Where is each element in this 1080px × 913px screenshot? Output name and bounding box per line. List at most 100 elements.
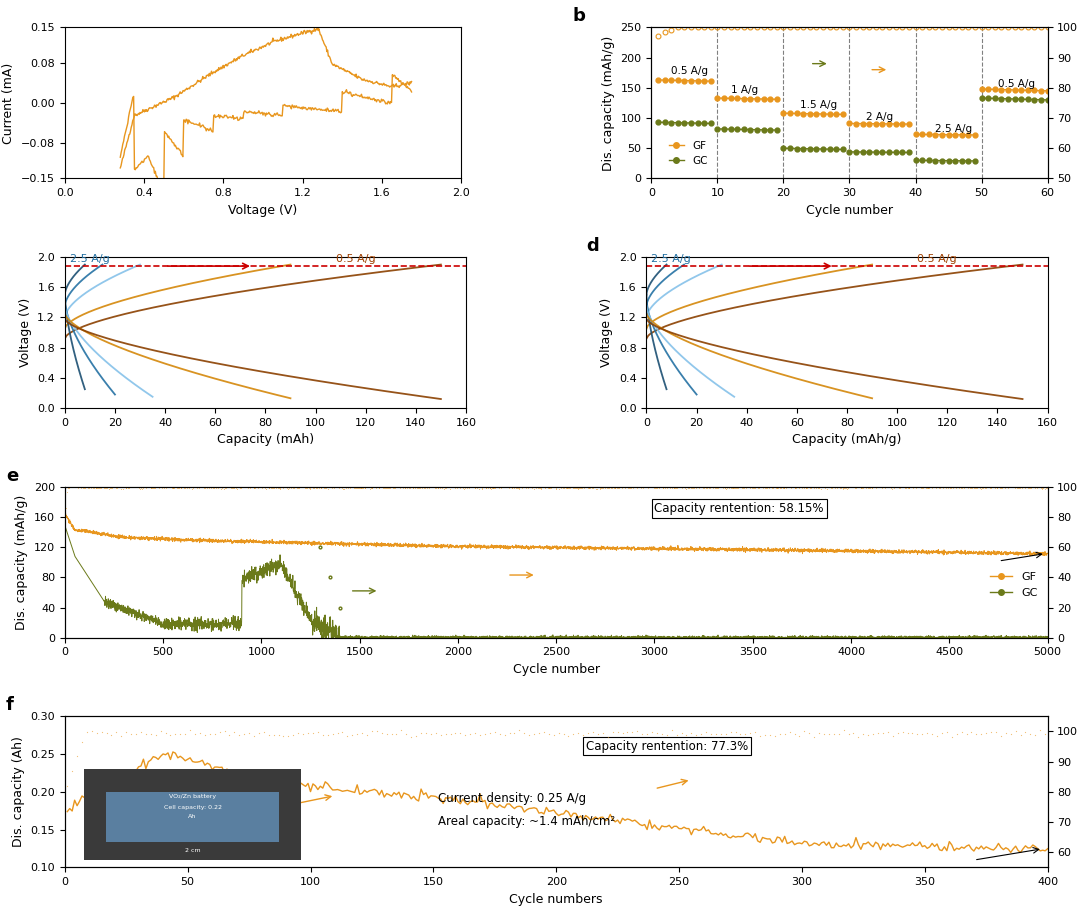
Point — [955, 479, 972, 494]
Point — [463, 479, 481, 494]
Point — [240, 480, 257, 495]
Point — [933, 726, 950, 740]
Point — [177, 479, 194, 494]
Point — [295, 480, 312, 495]
Point — [801, 479, 819, 494]
Point — [1010, 481, 1027, 496]
Point — [554, 479, 571, 494]
Point — [839, 481, 856, 496]
Point — [667, 728, 685, 742]
Point — [894, 480, 912, 495]
Point — [732, 479, 750, 494]
Point — [805, 479, 822, 494]
Point — [424, 479, 442, 494]
Point — [791, 479, 808, 494]
Point — [813, 480, 831, 495]
Point — [819, 480, 836, 495]
Point — [480, 480, 497, 495]
Point — [243, 479, 260, 494]
Point — [1025, 479, 1042, 494]
Point — [63, 480, 80, 495]
Point — [57, 501, 75, 516]
Point — [284, 480, 301, 495]
X-axis label: Cycle number: Cycle number — [513, 663, 599, 676]
Point — [694, 480, 712, 495]
Point — [714, 480, 731, 495]
Point — [673, 479, 690, 494]
Point — [339, 729, 356, 743]
Point — [365, 480, 382, 495]
Point — [900, 480, 917, 495]
Point — [541, 481, 558, 496]
Point — [127, 479, 145, 494]
Point — [948, 480, 966, 495]
Point — [599, 481, 617, 496]
Point — [286, 479, 303, 494]
Point — [383, 727, 401, 741]
Point — [187, 480, 204, 495]
Point — [384, 480, 402, 495]
Point — [486, 725, 503, 740]
Point — [211, 480, 228, 495]
Point — [712, 479, 729, 494]
Text: b: b — [572, 7, 585, 26]
Point — [157, 725, 174, 740]
Point — [720, 480, 738, 495]
X-axis label: Cycle numbers: Cycle numbers — [510, 893, 603, 906]
Point — [396, 481, 414, 496]
Point — [839, 481, 856, 496]
Point — [635, 480, 652, 495]
Point — [841, 480, 859, 495]
Point — [955, 479, 972, 494]
Point — [387, 481, 404, 496]
Point — [772, 481, 789, 496]
Point — [522, 480, 539, 495]
Point — [747, 479, 765, 494]
Point — [450, 480, 468, 495]
Point — [432, 728, 449, 742]
Point — [810, 726, 827, 740]
Point — [756, 728, 773, 742]
Point — [481, 481, 498, 496]
Point — [388, 479, 405, 494]
Point — [447, 480, 464, 495]
Point — [815, 479, 833, 494]
Point — [87, 480, 105, 495]
Point — [248, 479, 266, 494]
Point — [537, 480, 554, 495]
Point — [64, 479, 81, 494]
Point — [443, 479, 460, 494]
Point — [231, 728, 248, 742]
Point — [267, 480, 284, 495]
Point — [379, 479, 396, 494]
Point — [202, 479, 219, 494]
Point — [987, 725, 1004, 740]
Point — [764, 481, 781, 496]
Point — [716, 481, 733, 496]
Point — [348, 480, 365, 495]
Point — [184, 481, 201, 496]
Point — [725, 480, 742, 495]
Point — [1038, 480, 1055, 495]
Point — [685, 480, 702, 495]
Point — [477, 481, 495, 496]
Point — [420, 479, 437, 494]
Point — [135, 479, 152, 494]
Text: 0.5 A/g: 0.5 A/g — [336, 254, 375, 264]
Point — [638, 479, 656, 494]
Point — [59, 480, 77, 495]
Point — [963, 480, 981, 495]
Point — [971, 480, 988, 495]
Point — [241, 480, 258, 495]
Point — [70, 479, 87, 494]
Point — [298, 481, 315, 496]
Point — [978, 479, 996, 494]
Point — [230, 479, 247, 494]
Point — [683, 726, 700, 740]
Point — [541, 480, 558, 495]
Point — [511, 481, 528, 496]
Point — [238, 479, 255, 494]
Point — [1017, 480, 1035, 495]
Point — [465, 480, 483, 495]
Point — [131, 481, 148, 496]
